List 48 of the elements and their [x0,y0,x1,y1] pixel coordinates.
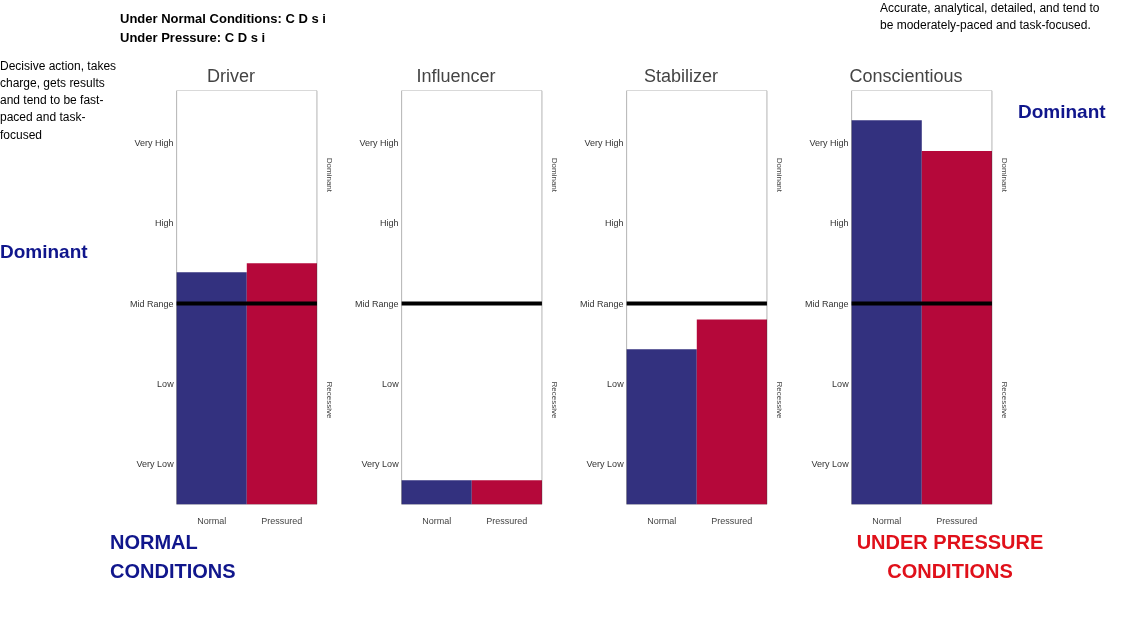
x-tick-label: Pressured [711,515,753,526]
text: Low [607,378,625,389]
x-tick-label: Normal [197,515,227,526]
text: High [380,218,399,229]
x-tick-label: Normal [872,515,902,526]
ref-line-label: Mid Range [805,298,849,309]
text: Dominant [325,157,335,193]
text: High [830,218,849,229]
text: Very High [134,137,174,148]
text: Under Normal Conditions: C D s i [120,11,326,26]
chart-title: Driver [207,65,255,86]
text: Low [832,378,850,389]
text: Dominant [0,240,88,264]
text: Decisive action, takes charge, gets results and tend to be fast-paced and task-focused [0,58,118,144]
text: Accurate, analytical, detailed, and tend to be moderately-paced and task-focused. [880,0,1100,35]
text: Very Low [136,459,175,470]
text: Very High [809,137,849,148]
text: Recessive [550,381,560,419]
ref-line-label: Mid Range [580,298,624,309]
text: Dominant [1000,157,1010,193]
chart-title: Influencer [416,65,496,86]
text: High [605,218,624,229]
x-tick-label: Normal [647,515,677,526]
text: Very Low [811,459,850,470]
chart-title: Conscientious [849,65,963,86]
x-tick-label: Pressured [486,515,528,526]
text: Low [157,378,175,389]
text: Very Low [586,459,625,470]
text: Low [382,378,400,389]
text: Recessive [325,381,335,419]
chart-title: Stabilizer [643,65,719,86]
ref-line-label: Mid Range [130,298,174,309]
text: Very High [359,137,399,148]
text: NORMAL CONDITIONS [110,530,237,584]
x-tick-label: Normal [422,515,452,526]
text: Very Low [361,459,400,470]
text: Recessive [1000,381,1010,419]
text: UNDER PRESSURE CONDITIONS [855,530,1045,584]
x-tick-label: Pressured [261,515,303,526]
text: Dominant [775,157,785,193]
text: Under Pressure: C D s i [120,29,266,45]
text: Dominant [1018,100,1106,124]
text: Recessive [775,381,785,419]
ref-line-label: Mid Range [355,298,399,309]
text: Very High [584,137,624,148]
text: High [155,218,174,229]
text: Dominant [550,157,560,193]
x-tick-label: Pressured [936,515,978,526]
